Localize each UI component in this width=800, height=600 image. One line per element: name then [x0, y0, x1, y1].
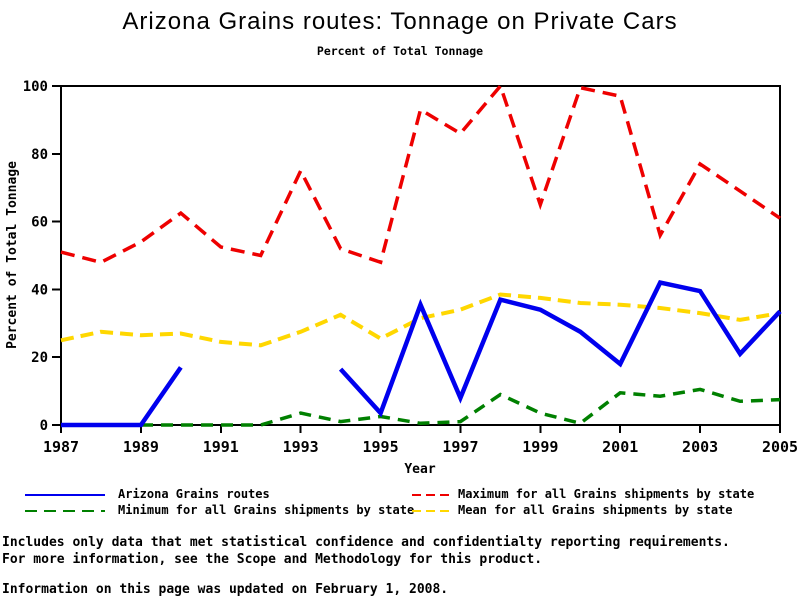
- x-tick-label: 1989: [123, 438, 159, 456]
- legend-label: Mean for all Grains shipments by state: [458, 503, 733, 517]
- series-line-3: [60, 292, 781, 348]
- chart-subtitle: Percent of Total Tonnage: [316, 44, 484, 58]
- updated-note: Information on this page was updated on …: [2, 582, 449, 597]
- legend-item-mean: Mean for all Grains shipments by state: [412, 503, 733, 517]
- x-tick-label: 1987: [43, 438, 79, 456]
- series-line-2: [61, 387, 781, 427]
- legend-item-maximum: Maximum for all Grains shipments by stat…: [412, 487, 754, 501]
- y-tick-label: 60: [31, 215, 48, 231]
- y-tick-label: 80: [31, 147, 48, 163]
- chart-title: Arizona Grains routes: Tonnage on Privat…: [122, 8, 678, 35]
- footnote: Includes only data that met statistical …: [2, 534, 730, 568]
- x-tick-label: 1999: [522, 438, 558, 456]
- legend-label: Minimum for all Grains shipments by stat…: [118, 503, 415, 517]
- legend-line-green-dashed: [25, 504, 105, 517]
- x-tick-label: 2003: [682, 438, 718, 456]
- chart-svg: Percent of Total Tonnage Year 0 20 40 60 80 1…: [5, 79, 798, 477]
- plot-frame: [60, 85, 781, 426]
- x-tick-label: 1991: [203, 438, 239, 456]
- series-line-0: [61, 280, 782, 428]
- footnote-line-2: For more information, see the Scope and …: [2, 552, 543, 567]
- legend-item-arizona-grains-routes: Arizona Grains routes: [25, 487, 270, 501]
- x-tick-label: 1993: [283, 438, 319, 456]
- x-axis-title: Year: [404, 462, 435, 477]
- footnote-line-1: Includes only data that met statistical …: [2, 535, 730, 550]
- y-tick-label: 0: [40, 418, 48, 434]
- legend-label: Arizona Grains routes: [118, 487, 270, 501]
- y-tick-label: 100: [23, 79, 48, 95]
- legend-line-yellow-dashed: [412, 504, 450, 517]
- y-axis-title: Percent of Total Tonnage: [5, 161, 20, 349]
- legend-label: Maximum for all Grains shipments by stat…: [458, 487, 755, 501]
- series-line-1: [60, 82, 781, 265]
- x-tick-label: 2005: [762, 438, 798, 456]
- legend-item-minimum: Minimum for all Grains shipments by stat…: [25, 503, 414, 517]
- y-tick-label: 40: [31, 282, 48, 298]
- legend-line-red-dashed: [412, 488, 450, 501]
- x-tick-label: 1997: [442, 438, 478, 456]
- y-tick-label: 20: [31, 350, 48, 366]
- legend-line-blue-solid: [25, 488, 105, 501]
- x-tick-label: 1995: [362, 438, 398, 456]
- x-tick-label: 2001: [602, 438, 638, 456]
